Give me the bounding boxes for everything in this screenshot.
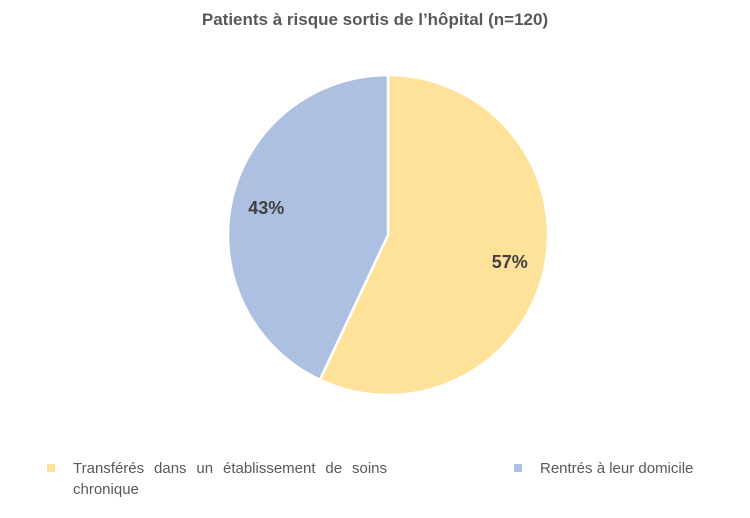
data-label-rentres: 43%: [248, 198, 284, 218]
legend-swatch-transferes: [47, 464, 55, 472]
pie-slice-transferes: [318, 73, 550, 397]
legend-item-transferes: Transférés dans un établissement de soin…: [47, 458, 387, 500]
legend-label-transferes: Transférés dans un établissement de soin…: [73, 460, 387, 498]
legend-label-rentres: Rentrés à leur domicile: [540, 460, 694, 477]
legend-item-rentres: Rentrés à leur domicile: [514, 458, 734, 479]
chart-title: Patients à risque sortis de l’hôpital (n…: [201, 10, 549, 29]
legend-swatch-rentres: [514, 464, 522, 472]
pie-slice-rentres: [226, 73, 390, 382]
data-label-transferes: 57%: [492, 252, 528, 272]
